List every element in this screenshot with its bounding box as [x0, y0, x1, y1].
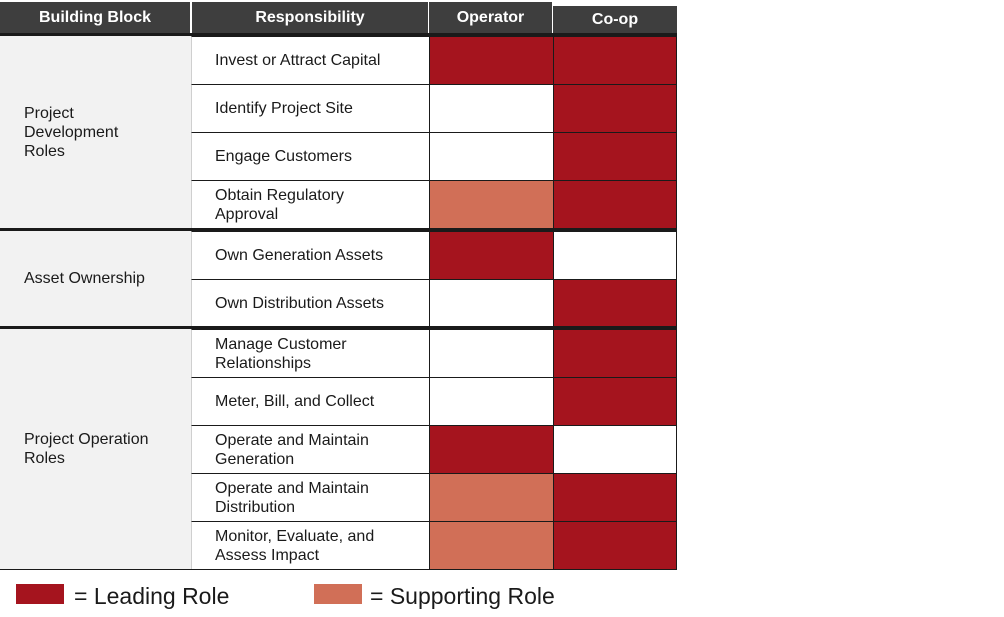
- coop-role-cell: [553, 180, 677, 228]
- table-row: Meter, Bill, and Collect: [191, 377, 677, 425]
- group-divider: [0, 326, 677, 329]
- coop-role-cell: [553, 521, 677, 569]
- responsibility-label: Engage Customers: [215, 148, 352, 165]
- legend-supporting-swatch: [314, 584, 362, 604]
- responsibility-label: Meter, Bill, and Collect: [215, 393, 375, 410]
- responsibility-label: Identify Project Site: [215, 100, 353, 117]
- table-row: Operate and Maintain Distribution: [191, 473, 677, 521]
- responsibility-cell: Own Distribution Assets: [191, 279, 429, 326]
- responsibility-label: Operate and Maintain Distribution: [215, 479, 369, 516]
- coop-role-cell: [553, 279, 677, 326]
- table-row: Obtain Regulatory Approval: [191, 180, 677, 228]
- responsibility-label: Monitor, Evaluate, and Assess Impact: [215, 527, 375, 564]
- responsibility-label: Manage Customer Relationships: [215, 335, 347, 372]
- responsibility-label: Operate and Maintain Generation: [215, 431, 369, 468]
- operator-role-cell: [429, 473, 553, 521]
- group-label: Project Operation Roles: [24, 431, 149, 467]
- header-operator: Operator: [429, 2, 552, 33]
- operator-role-cell: [429, 377, 553, 425]
- table-bottom-border: [0, 569, 677, 570]
- group-project-operation: Project Operation Roles: [0, 329, 191, 569]
- table-row: Invest or Attract Capital: [191, 36, 677, 84]
- group-divider: [0, 228, 677, 231]
- coop-role-cell: [553, 231, 677, 279]
- group-label: Project Development Roles: [24, 104, 119, 160]
- operator-role-cell: [429, 329, 553, 377]
- coop-role-cell: [553, 329, 677, 377]
- responsibility-label: Invest or Attract Capital: [215, 52, 381, 69]
- responsibility-cell: Identify Project Site: [191, 84, 429, 132]
- table-row: Monitor, Evaluate, and Assess Impact: [191, 521, 677, 569]
- table-row: Engage Customers: [191, 132, 677, 180]
- operator-role-cell: [429, 521, 553, 569]
- table-row: Manage Customer Relationships: [191, 329, 677, 377]
- legend-leading-label: = Leading Role: [74, 583, 230, 609]
- responsibility-label: Own Distribution Assets: [215, 294, 384, 312]
- coop-role-cell: [553, 377, 677, 425]
- responsibility-label: Own Generation Assets: [215, 247, 384, 264]
- operator-role-cell: [429, 180, 553, 228]
- responsibility-cell: Manage Customer Relationships: [191, 329, 429, 377]
- responsibility-cell: Invest or Attract Capital: [191, 36, 429, 84]
- operator-role-cell: [429, 425, 553, 473]
- group-project-development: Project Development Roles: [0, 36, 191, 228]
- coop-role-cell: [553, 132, 677, 180]
- operator-role-cell: [429, 84, 553, 132]
- table-row: Own Distribution Assets: [191, 279, 677, 326]
- operator-role-cell: [429, 231, 553, 279]
- group-asset-ownership: Asset Ownership: [0, 231, 191, 326]
- table-row: Identify Project Site: [191, 84, 677, 132]
- header-coop: Co-op: [553, 6, 677, 33]
- responsibility-cell: Operate and Maintain Generation: [191, 425, 429, 473]
- responsibility-cell: Operate and Maintain Distribution: [191, 473, 429, 521]
- operator-role-cell: [429, 36, 553, 84]
- coop-role-cell: [553, 36, 677, 84]
- operator-role-cell: [429, 279, 553, 326]
- responsibility-cell: Obtain Regulatory Approval: [191, 180, 429, 228]
- coop-role-cell: [553, 473, 677, 521]
- operator-role-cell: [429, 132, 553, 180]
- responsibility-cell: Monitor, Evaluate, and Assess Impact: [191, 521, 429, 569]
- coop-role-cell: [553, 84, 677, 132]
- legend-leading-swatch: [16, 584, 64, 604]
- header-building-block: Building Block: [0, 2, 190, 33]
- responsibility-cell: Engage Customers: [191, 132, 429, 180]
- header-responsibility: Responsibility: [192, 2, 428, 33]
- responsibility-label: Obtain Regulatory Approval: [215, 186, 344, 223]
- table-row: Operate and Maintain Generation: [191, 425, 677, 473]
- coop-role-cell: [553, 425, 677, 473]
- legend-supporting-label: = Supporting Role: [370, 583, 555, 609]
- header-divider: [0, 33, 677, 36]
- group-label: Asset Ownership: [24, 270, 145, 287]
- responsibility-cell: Meter, Bill, and Collect: [191, 377, 429, 425]
- responsibility-cell: Own Generation Assets: [191, 231, 429, 279]
- table-row: Own Generation Assets: [191, 231, 677, 279]
